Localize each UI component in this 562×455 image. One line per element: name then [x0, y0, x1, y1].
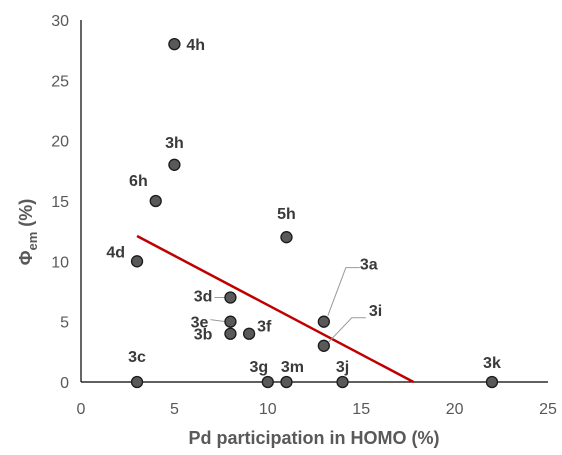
trendline-group [136, 234, 415, 384]
leader-line-3a [327, 267, 360, 316]
data-point-6h [149, 194, 162, 208]
point-label-6h: 6h [129, 173, 148, 190]
y-axis-label-unit: (%) [16, 199, 36, 232]
data-point-3c [130, 375, 144, 389]
x-tick-label: 20 [446, 401, 464, 418]
data-point-3b [224, 327, 237, 340]
point-label-3e: 3e [191, 315, 209, 332]
y-axis-label-symbol: Φ [16, 250, 36, 265]
tick-labels: 0 5 10 15 20 25 0 5 10 15 20 25 30 [51, 13, 557, 418]
data-point-3d [224, 291, 237, 304]
y-tick-label: 10 [51, 254, 69, 271]
leader-line-3e [210, 319, 226, 323]
data-point-3g [261, 375, 274, 389]
x-axis-label: Pd participation in HOMO (%) [189, 428, 440, 448]
data-point-4h [168, 37, 181, 51]
data-point-3h [168, 158, 181, 171]
data-point-3k [485, 375, 499, 389]
point-label-3b: 3b [194, 327, 213, 344]
x-tick-label: 5 [170, 401, 179, 418]
point-label-3c: 3c [128, 349, 146, 366]
point-label-3h: 3h [165, 135, 184, 152]
data-point-3i [317, 339, 330, 352]
leader-line-3i [328, 317, 366, 343]
y-tick-label: 15 [51, 194, 69, 211]
point-label-3i: 3i [369, 303, 382, 320]
trendline [136, 234, 415, 384]
data-point-4d [130, 255, 144, 268]
y-tick-label: 20 [51, 134, 69, 151]
point-label-5h: 5h [277, 206, 296, 223]
data-point-3m [280, 375, 293, 389]
x-tick-label: 25 [539, 401, 557, 418]
point-label-3a: 3a [360, 257, 378, 274]
data-point-5h [280, 231, 293, 244]
point-label-4d: 4d [106, 244, 125, 261]
point-label-3m: 3m [281, 359, 304, 376]
x-tick-label: 0 [77, 401, 86, 418]
data-point-3a [317, 315, 330, 328]
point-label-3d: 3d [194, 289, 213, 306]
data-point-3j [336, 375, 349, 389]
point-label-3g: 3g [249, 359, 268, 376]
y-tick-label: 25 [51, 73, 69, 90]
axes [80, 20, 548, 383]
x-tick-label: 15 [352, 401, 370, 418]
data-points [130, 37, 499, 389]
leader-lines [210, 267, 366, 343]
y-axis-label-subscript: em [25, 232, 40, 251]
y-tick-label: 30 [51, 13, 69, 30]
point-label-3f: 3f [257, 319, 272, 336]
y-tick-label: 0 [60, 375, 69, 392]
x-tick-label: 10 [259, 401, 277, 418]
data-point-3e [224, 315, 237, 328]
y-tick-label: 5 [60, 315, 69, 332]
point-label-3k: 3k [483, 355, 501, 372]
data-point-3f [242, 327, 256, 340]
point-label-3j: 3j [336, 359, 349, 376]
point-label-4h: 4h [186, 37, 205, 54]
y-axis-label: Φem (%) [16, 199, 40, 266]
